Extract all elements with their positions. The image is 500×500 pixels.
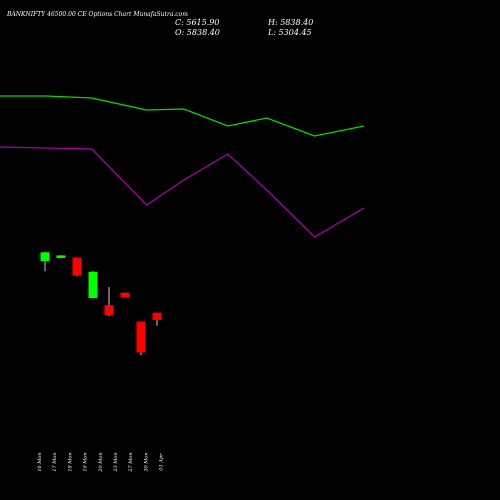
candle-body	[72, 257, 82, 276]
x-tick-label: 01 Apr	[159, 453, 165, 471]
candle-body	[56, 255, 66, 258]
close-value: C: 5615.90	[175, 18, 220, 27]
x-tick-label: 18 Mon	[67, 452, 73, 471]
x-tick-label: 17 Mon	[52, 452, 58, 471]
candle-body	[120, 292, 130, 298]
low-value: L: 5304.45	[268, 28, 312, 37]
chart-title: BANKNIFTY 46500.00 CE Options Chart Muna…	[7, 11, 188, 18]
indicator-line-1	[0, 95, 365, 137]
x-tick-label: 30 Mon	[143, 452, 149, 471]
high-value: H: 5838.40	[268, 18, 314, 27]
indicator-line-2	[0, 146, 365, 238]
candle-body	[136, 321, 146, 353]
x-tick-label: 19 Mon	[83, 452, 89, 471]
x-tick-label: 23 Mon	[113, 452, 119, 472]
candle-body	[88, 271, 98, 299]
candle-body	[40, 252, 50, 262]
candle-body	[152, 312, 162, 321]
x-tick-label: 16 Mon	[37, 452, 43, 471]
x-tick-label: 20 Mon	[98, 452, 104, 472]
candle-body	[104, 305, 114, 316]
x-tick-label: 27 Mon	[128, 452, 134, 472]
open-value: O: 5838.40	[175, 28, 220, 37]
